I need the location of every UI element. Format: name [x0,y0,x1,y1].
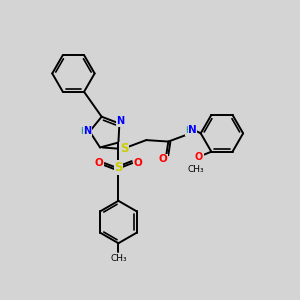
Text: H: H [185,127,192,136]
Text: N: N [116,116,125,126]
Text: O: O [134,158,142,167]
Text: H: H [80,127,87,136]
Text: O: O [195,152,203,162]
Text: O: O [94,158,103,167]
Text: S: S [120,142,128,155]
Text: N: N [188,125,197,135]
Text: N: N [83,127,92,136]
Text: S: S [114,161,123,174]
Text: O: O [159,154,167,164]
Text: CH₃: CH₃ [110,254,127,262]
Text: CH₃: CH₃ [188,165,204,174]
